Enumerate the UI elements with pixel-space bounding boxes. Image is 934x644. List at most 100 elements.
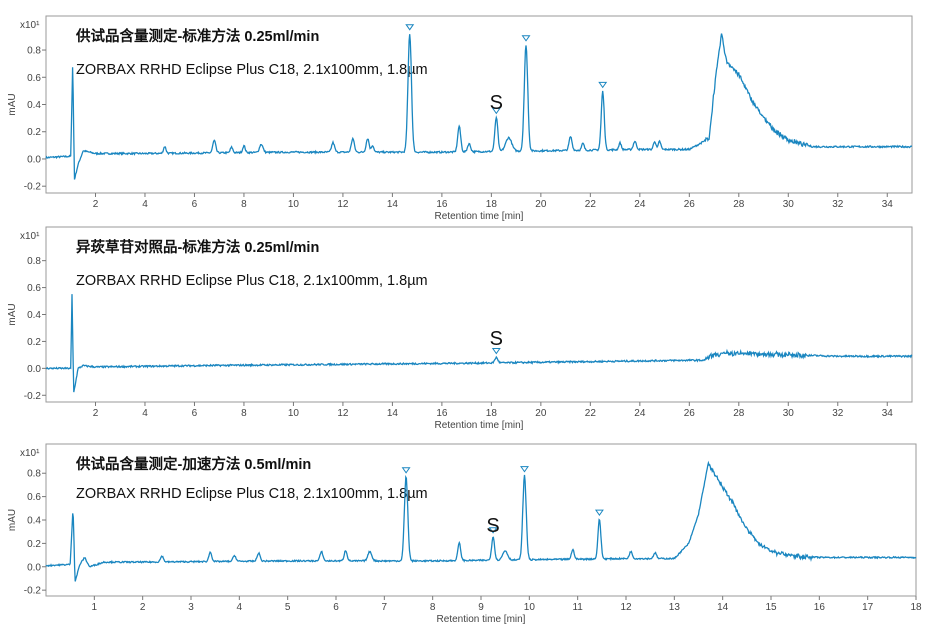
x-tick-label: 4 — [142, 408, 148, 419]
x-tick-label: 17 — [862, 602, 874, 613]
y-tick-label: -0.2 — [24, 586, 42, 597]
x-tick-label: 18 — [486, 408, 498, 419]
x-tick-label: 8 — [241, 408, 247, 419]
x-tick-label: 34 — [882, 199, 894, 210]
x-axis-label: Retention time [min] — [435, 211, 524, 222]
x-tick-label: 10 — [288, 199, 300, 210]
x-tick-label: 28 — [733, 408, 745, 419]
x-tick-label: 16 — [436, 408, 448, 419]
x-tick-label: 30 — [783, 408, 795, 419]
peak-annotation-label: S — [490, 92, 503, 114]
x-tick-label: 14 — [387, 199, 399, 210]
x-tick-label: 8 — [241, 199, 247, 210]
y-tick-label: 0.6 — [27, 73, 41, 84]
x-axis-label: Retention time [min] — [435, 420, 524, 431]
chart-panel-1: -0.20.00.20.40.60.82 4 6 8 10 12 14 16 18 20 22 24 2… — [7, 15, 913, 222]
y-axis-label: mAU — [7, 93, 18, 115]
x-tick-label: 15 — [765, 602, 777, 613]
y-tick-label: 0.2 — [27, 539, 41, 550]
y-tick-label: 0.8 — [27, 46, 41, 57]
y-tick-label: 0.4 — [27, 310, 41, 321]
y-tick-label: -0.2 — [24, 391, 42, 402]
x-tick-label: 22 — [585, 199, 597, 210]
y-tick-label: 0.0 — [27, 562, 41, 573]
chart-subtitle: ZORBAX RRHD Eclipse Plus C18, 2.1x100mm,… — [76, 62, 428, 78]
x-tick-label: 14 — [717, 602, 729, 613]
x-tick-label: 2 — [93, 199, 99, 210]
x-tick-label: 18 — [910, 602, 922, 613]
chart-subtitle: ZORBAX RRHD Eclipse Plus C18, 2.1x100mm,… — [76, 486, 428, 502]
y-multiplier: x10¹ — [20, 448, 40, 459]
x-tick-label: 1 — [92, 602, 98, 613]
x-tick-label: 9 — [478, 602, 484, 613]
peak-marker — [405, 24, 415, 31]
x-tick-label: 12 — [620, 602, 632, 613]
chromatogram-trace-1 — [45, 33, 912, 180]
y-tick-label: 0.8 — [27, 256, 41, 267]
peak-marker — [520, 466, 529, 473]
peak-marker — [488, 527, 498, 534]
y-tick-label: 0.4 — [27, 100, 41, 111]
x-tick-label: 5 — [285, 602, 291, 613]
x-tick-label: 12 — [337, 408, 349, 419]
chromatogram-trace-1 — [45, 460, 917, 582]
x-tick-label: 6 — [192, 199, 198, 210]
peak-annotation-label: S — [486, 515, 499, 537]
peak-marker — [521, 35, 531, 42]
peak-marker — [401, 467, 411, 474]
y-tick-label: -0.2 — [24, 182, 42, 193]
x-tick-label: 6 — [333, 602, 339, 613]
x-tick-label: 3 — [188, 602, 194, 613]
x-tick-label: 4 — [237, 602, 243, 613]
x-tick-label: 8 — [430, 602, 436, 613]
x-tick-label: 14 — [387, 408, 399, 419]
y-axis-label: mAU — [7, 509, 18, 531]
x-tick-label: 6 — [192, 408, 198, 419]
y-tick-label: 0.8 — [27, 469, 41, 480]
peak-marker — [594, 509, 604, 517]
y-tick-label: 0.2 — [27, 337, 41, 348]
y-axis-label: mAU — [7, 303, 18, 325]
peak-annotation-label: S — [490, 328, 503, 350]
x-tick-label: 24 — [634, 199, 646, 210]
x-tick-label: 32 — [832, 408, 844, 419]
x-tick-label: 26 — [684, 408, 696, 419]
chart-title: 供试品含量测定-标准方法 0.25ml/min — [75, 27, 319, 45]
y-tick-label: 0.4 — [27, 516, 41, 527]
x-tick-label: 32 — [832, 199, 844, 210]
chromatogram-trace-1 — [45, 294, 913, 393]
peak-marker — [491, 348, 501, 355]
x-tick-label: 34 — [882, 408, 894, 419]
x-tick-label: 16 — [436, 199, 448, 210]
x-tick-label: 30 — [783, 199, 795, 210]
chart-panel-3: -0.20.00.20.40.60.81 2 3 4 5 6 7 8 9 10 11 12 13 14 15… — [7, 443, 922, 625]
y-tick-label: 0.0 — [27, 154, 41, 165]
chart-title: 供试品含量测定-加速方法 0.5ml/min — [75, 455, 311, 473]
x-tick-label: 20 — [535, 199, 547, 210]
y-tick-label: 0.6 — [27, 283, 41, 294]
y-multiplier: x10¹ — [20, 20, 40, 31]
x-tick-label: 22 — [585, 408, 597, 419]
chart-subtitle: ZORBAX RRHD Eclipse Plus C18, 2.1x100mm,… — [76, 273, 428, 289]
x-tick-label: 7 — [382, 602, 388, 613]
x-tick-label: 18 — [486, 199, 498, 210]
chart-panel-2: -0.20.00.20.40.60.82 4 6 8 10 12 14 16 18 20 22 24 2… — [7, 226, 913, 431]
y-tick-label: 0.6 — [27, 492, 41, 503]
x-tick-label: 10 — [288, 408, 300, 419]
x-tick-label: 4 — [142, 199, 148, 210]
x-tick-label: 28 — [733, 199, 745, 210]
y-tick-label: 0.0 — [27, 364, 41, 375]
peak-marker — [598, 81, 608, 89]
x-axis-label: Retention time [min] — [437, 614, 526, 625]
x-tick-label: 24 — [634, 408, 646, 419]
x-tick-label: 16 — [814, 602, 826, 613]
x-tick-label: 12 — [337, 199, 349, 210]
x-tick-label: 10 — [524, 602, 536, 613]
x-tick-label: 2 — [140, 602, 146, 613]
y-multiplier: x10¹ — [20, 231, 40, 242]
x-tick-label: 13 — [669, 602, 681, 613]
x-tick-label: 20 — [535, 408, 547, 419]
y-tick-label: 0.2 — [27, 127, 41, 138]
